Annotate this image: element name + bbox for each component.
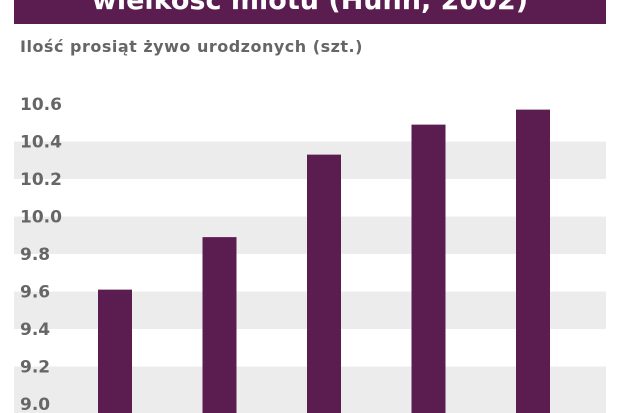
y-axis-label: Ilość prosiąt żywo urodzonych (szt.) <box>20 37 363 56</box>
y-tick-label: 9.8 <box>20 245 50 265</box>
y-tick-label: 10.0 <box>20 208 62 228</box>
bar <box>411 124 446 413</box>
chart-title-banner: wielkość miotu (Hunn, 2002) <box>14 0 606 24</box>
bar <box>307 154 341 413</box>
y-tick-label: 9.6 <box>20 283 50 303</box>
y-tick-labels: 10.6 10.4 10.2 10.0 9.8 9.6 9.4 9.2 9.0 <box>20 95 62 413</box>
bar <box>516 109 550 413</box>
chart-title: wielkość miotu (Hunn, 2002) <box>91 0 529 16</box>
bar <box>202 237 237 413</box>
bars <box>98 109 550 413</box>
y-tick-label: 9.2 <box>20 358 50 378</box>
y-tick-label: 10.4 <box>20 133 62 153</box>
y-tick-label: 10.2 <box>20 170 62 190</box>
y-tick-label: 9.0 <box>20 395 50 413</box>
y-tick-label: 9.4 <box>20 320 50 340</box>
y-tick-label: 10.6 <box>20 95 62 115</box>
bar <box>98 289 132 413</box>
